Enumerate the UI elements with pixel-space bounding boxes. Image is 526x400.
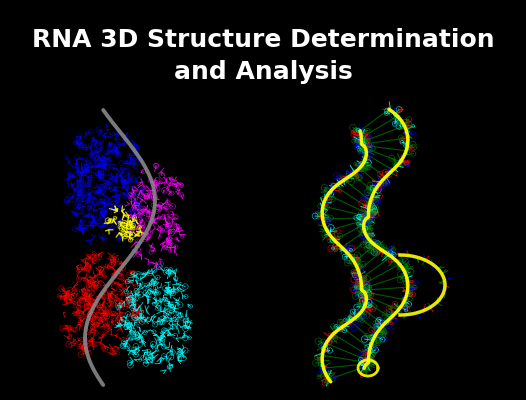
Text: RNA 3D Structure Determination: RNA 3D Structure Determination <box>32 28 494 52</box>
Text: and Analysis: and Analysis <box>174 60 352 84</box>
